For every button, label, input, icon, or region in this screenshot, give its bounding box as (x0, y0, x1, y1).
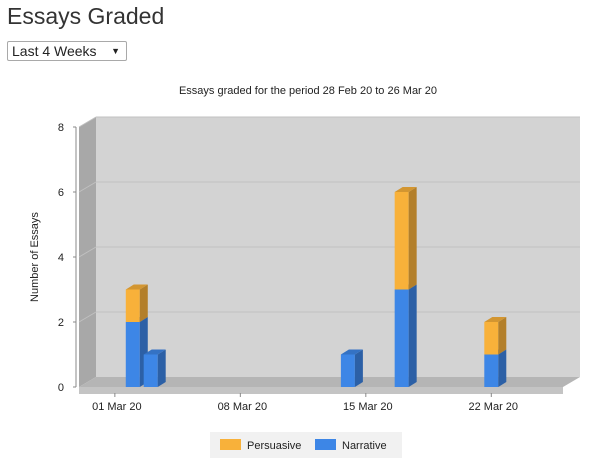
bar-4-persuasive (484, 317, 507, 355)
bar-front (484, 354, 499, 387)
bar-1-narrative (143, 349, 166, 387)
legend-label-1: Narrative (342, 440, 387, 452)
bar-front (125, 289, 140, 322)
x-tick-label-3: 22 Mar 20 (469, 401, 519, 413)
bar-4-narrative (484, 349, 507, 387)
bar-front (340, 354, 355, 387)
chevron-down-icon: ▼ (111, 46, 120, 56)
chart-legend: Persuasive Narrative (210, 432, 402, 458)
bar-side (139, 284, 148, 322)
chart-floor (79, 377, 580, 387)
bar-2-narrative (340, 349, 363, 387)
bar-side (408, 284, 417, 387)
bar-front (484, 322, 499, 355)
period-select-value: Last 4 Weeks (12, 43, 97, 59)
bar-top (340, 349, 363, 355)
bar-top (125, 284, 148, 290)
y-tick-label-3: 6 (58, 187, 64, 199)
y-tick-label-4: 8 (58, 122, 64, 134)
chart-floor-edge (79, 387, 563, 392)
chart-title: Essays graded for the period 28 Feb 20 t… (179, 85, 437, 97)
period-select[interactable]: Last 4 Weeks ▼ (7, 41, 127, 61)
page-title: Essays Graded (7, 3, 165, 29)
bar-side (408, 187, 417, 290)
legend-swatch-0 (220, 439, 241, 450)
y-tick-label-0: 0 (58, 382, 64, 394)
bar-side (354, 349, 363, 387)
gridline-side-3 (78, 181, 97, 193)
gridline-side-1 (78, 311, 97, 323)
gridline-side-4 (78, 116, 97, 128)
legend-box (210, 432, 402, 458)
bar-top (394, 187, 417, 192)
bar-top (484, 317, 507, 322)
bar-front (143, 354, 158, 387)
bar-3-narrative (394, 284, 417, 387)
bar-side (498, 317, 507, 355)
x-tick-label-2: 15 Mar 20 (343, 401, 393, 413)
bar-side (157, 349, 166, 387)
x-tick-label-1: 08 Mar 20 (218, 401, 268, 413)
y-tick-label-2: 4 (58, 252, 64, 264)
gridline-side-2 (78, 246, 97, 258)
bar-front (394, 192, 409, 290)
y-tick-label-1: 2 (58, 317, 64, 329)
bar-3-persuasive (394, 187, 417, 290)
legend-swatch-1 (315, 439, 336, 450)
bar-front (125, 322, 140, 387)
bar-0-persuasive (125, 284, 148, 322)
bar-side (498, 349, 507, 387)
y-axis-label: Number of Essays (29, 212, 41, 302)
bar-front (394, 289, 409, 387)
legend-label-0: Persuasive (247, 440, 301, 452)
x-tick-label-0: 01 Mar 20 (92, 401, 142, 413)
bar-top (143, 349, 166, 355)
